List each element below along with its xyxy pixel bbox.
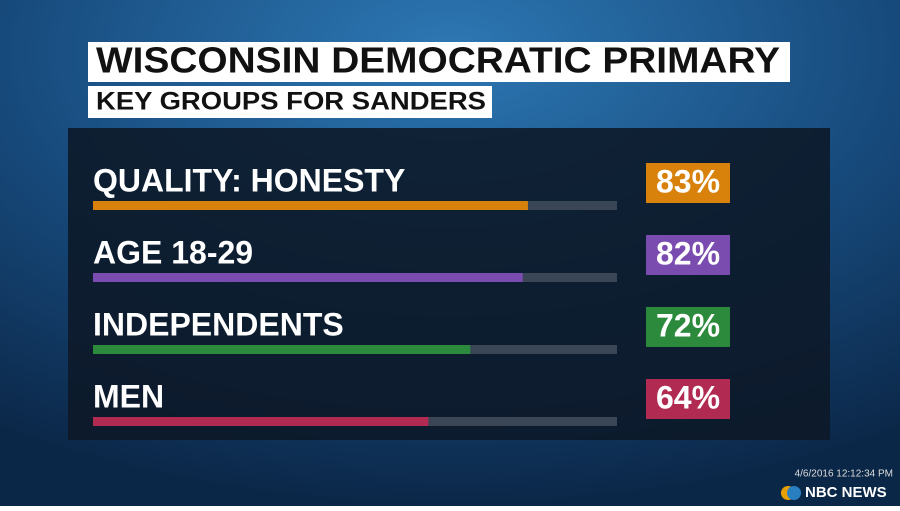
category-label: MEN xyxy=(93,378,164,414)
subtitle-box xyxy=(88,86,492,118)
category-label: QUALITY: HONESTY xyxy=(93,162,405,198)
bar xyxy=(93,273,523,282)
bar xyxy=(93,417,429,426)
value-label: 83% xyxy=(656,163,720,199)
logo xyxy=(781,486,801,500)
title-box xyxy=(88,42,790,82)
value-label: 64% xyxy=(656,379,720,415)
value-box xyxy=(646,379,730,419)
value-box xyxy=(646,235,730,275)
network-name: NBC NEWS xyxy=(805,484,887,501)
timestamp: 4/6/2016 12:12:34 PM xyxy=(795,469,893,480)
value-label: 72% xyxy=(656,307,720,343)
category-label: AGE 18-29 xyxy=(93,234,253,270)
chart-subtitle: KEY GROUPS FOR SANDERS xyxy=(96,88,486,116)
chart-title: WISCONSIN DEMOCRATIC PRIMARY xyxy=(96,40,780,81)
value-box xyxy=(646,163,730,203)
value-box xyxy=(646,307,730,347)
bar xyxy=(93,345,471,354)
bar xyxy=(93,201,528,210)
value-label: 82% xyxy=(656,235,720,271)
category-label: INDEPENDENTS xyxy=(93,306,344,342)
